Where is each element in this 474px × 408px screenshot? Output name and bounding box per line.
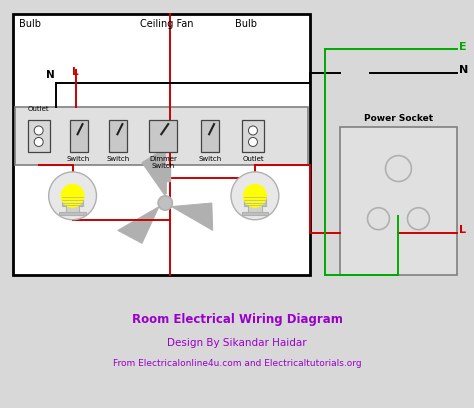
Bar: [59, 212, 86, 215]
Text: L: L: [72, 67, 79, 78]
Text: Switch: Switch: [67, 156, 90, 162]
Circle shape: [49, 172, 97, 220]
Bar: [13, 13, 310, 275]
Text: Design By Sikandar Haidar: Design By Sikandar Haidar: [167, 337, 307, 348]
Text: N: N: [459, 65, 468, 75]
Circle shape: [367, 208, 390, 230]
Text: From Electricalonline4u.com and Electricaltutorials.org: From Electricalonline4u.com and Electric…: [113, 359, 361, 368]
Text: Outlet: Outlet: [242, 156, 264, 162]
Polygon shape: [142, 148, 165, 196]
Circle shape: [34, 126, 43, 135]
Text: Switch: Switch: [199, 156, 222, 162]
Bar: [201, 120, 219, 152]
Text: Room Electrical Wiring Diagram: Room Electrical Wiring Diagram: [132, 313, 342, 326]
Bar: [70, 120, 88, 152]
Bar: [340, 127, 457, 275]
Text: Bulb: Bulb: [235, 19, 257, 29]
Circle shape: [408, 208, 429, 230]
Circle shape: [158, 196, 173, 210]
Polygon shape: [172, 203, 213, 231]
Bar: [66, 205, 79, 213]
Bar: [244, 195, 266, 206]
Circle shape: [34, 137, 43, 146]
Text: E: E: [459, 42, 467, 51]
Text: Switch: Switch: [152, 163, 175, 169]
Circle shape: [248, 126, 257, 135]
Bar: [15, 107, 308, 165]
Bar: [62, 195, 83, 206]
Circle shape: [385, 155, 411, 182]
Bar: [109, 120, 128, 152]
Bar: [160, 167, 170, 181]
Circle shape: [61, 184, 84, 208]
Text: L: L: [459, 225, 466, 235]
Bar: [242, 120, 264, 152]
Text: Dimmer: Dimmer: [149, 156, 177, 162]
Bar: [149, 120, 177, 152]
Bar: [27, 120, 50, 152]
Text: Outlet: Outlet: [28, 106, 49, 112]
Text: Ceiling Fan: Ceiling Fan: [140, 19, 194, 29]
Circle shape: [231, 172, 279, 220]
Polygon shape: [118, 206, 159, 243]
Text: Bulb: Bulb: [19, 19, 41, 29]
Text: N: N: [46, 71, 55, 80]
Circle shape: [243, 184, 267, 208]
Circle shape: [248, 137, 257, 146]
Text: Power Socket: Power Socket: [364, 114, 433, 123]
Bar: [242, 212, 268, 215]
Bar: [248, 205, 262, 213]
Text: Switch: Switch: [107, 156, 130, 162]
